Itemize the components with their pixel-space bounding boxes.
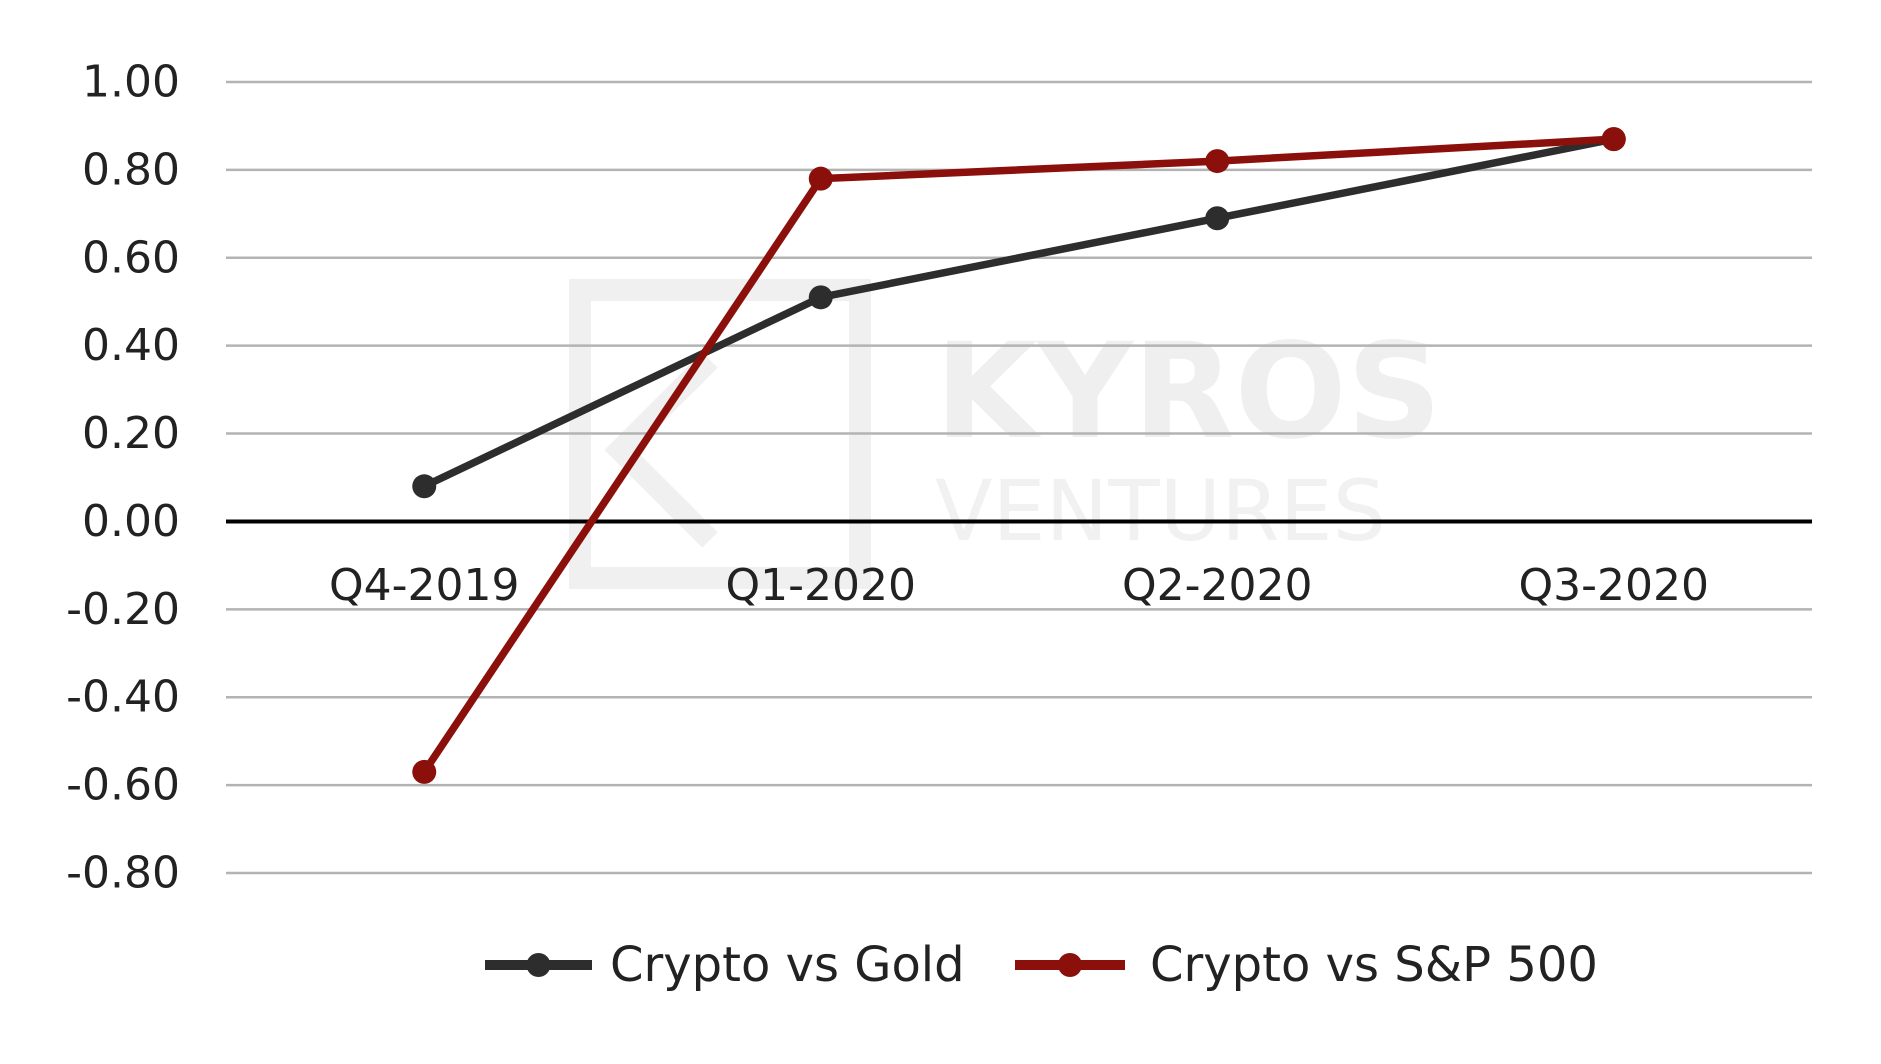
data-point [412, 474, 437, 499]
data-point [1601, 127, 1626, 152]
watermark-main-text: KYROS [935, 315, 1442, 469]
series-line [420, 135, 1618, 776]
x-tick-label: Q4-2019 [329, 560, 519, 611]
series-line [420, 135, 1618, 491]
legend-label: Crypto vs Gold [610, 937, 965, 993]
data-point [808, 285, 833, 310]
x-tick-label: Q3-2020 [1519, 560, 1709, 611]
legend-swatch-marker [1058, 953, 1082, 977]
x-tick-label: Q2-2020 [1122, 560, 1312, 611]
legend-swatch-marker [526, 953, 551, 977]
data-point [1205, 206, 1230, 231]
y-tick-label: -0.60 [66, 760, 180, 811]
y-tick-label: 0.20 [82, 408, 180, 459]
y-tick-label: -0.40 [66, 672, 180, 723]
y-tick-label: 0.00 [82, 496, 180, 547]
data-point [412, 759, 437, 784]
legend: Crypto vs Gold Crypto vs S&P 500 [485, 937, 1598, 993]
x-axis-tick-labels: Q4-2019 Q1-2020 Q2-2020 Q3-2020 [329, 560, 1709, 611]
legend-item: Crypto vs S&P 500 [1015, 937, 1598, 993]
y-tick-label: 0.80 [82, 144, 180, 195]
watermark-sub-text: VENTURES [935, 462, 1386, 560]
watermark: KYROS VENTURES [569, 279, 1442, 589]
y-tick-label: -0.20 [66, 584, 180, 635]
legend-item: Crypto vs Gold [485, 937, 965, 993]
y-tick-label: 1.00 [82, 57, 180, 108]
y-axis-tick-labels: 1.00 0.80 0.60 0.40 0.20 0.00 -0.20 -0.40 -0.60 -… [66, 57, 180, 899]
x-tick-label: Q1-2020 [726, 560, 916, 611]
legend-label: Crypto vs S&P 500 [1150, 937, 1598, 993]
series-group [412, 127, 1626, 784]
data-point [1205, 149, 1230, 174]
y-tick-label: 0.40 [82, 320, 180, 371]
series-layer [412, 127, 1626, 784]
y-tick-label: 0.60 [82, 232, 180, 283]
y-tick-label: -0.80 [66, 848, 180, 899]
data-point [808, 166, 833, 191]
gridlines [226, 80, 1812, 875]
